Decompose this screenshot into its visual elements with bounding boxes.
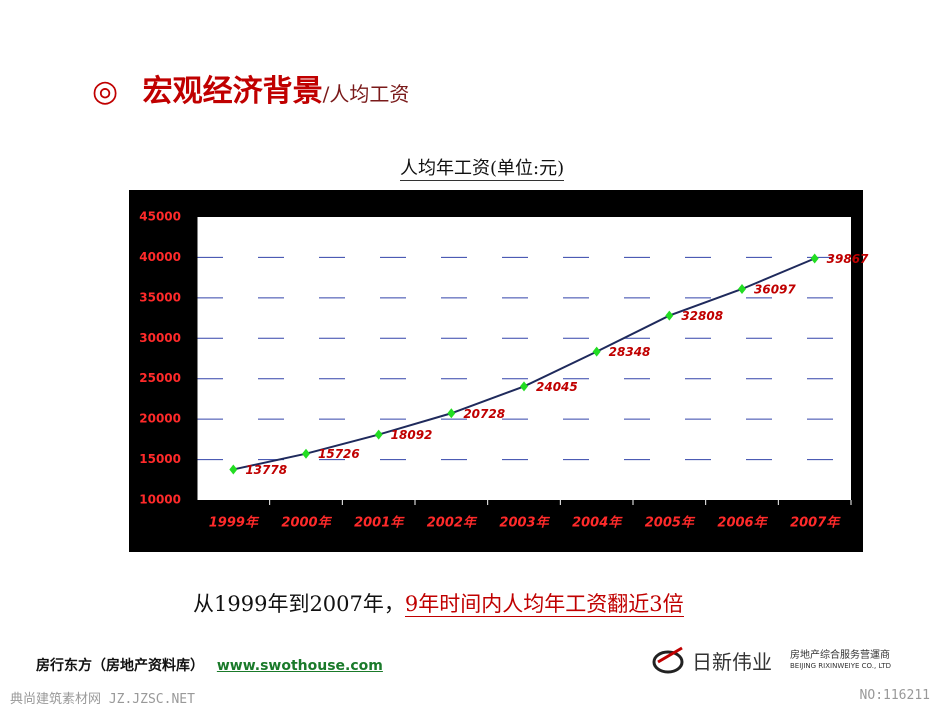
data-label: 15726 [318,447,360,461]
marker [374,429,383,440]
x-tick-label: 2003年 [499,515,550,531]
number: NO:116211 [859,688,930,703]
marker [229,464,238,475]
y-tick-label: 35000 [139,290,181,304]
watermark: 典尚建筑素材网 JZ.JZSC.NET [10,692,195,707]
data-label: 24045 [536,380,578,394]
footer-source: 房行东方（房地产资料库） www.swothouse.com [36,655,383,675]
logo-en: BEIJING RIXINWEIYE CO., LTD [790,662,892,670]
marker [738,283,746,294]
x-tick-label: 2006年 [717,515,768,531]
y-tick-label: 15000 [139,452,181,466]
logo-icon [652,646,684,674]
y-tick-label: 10000 [139,493,181,507]
logo-tagline: 房地产综合服务营運商 [790,650,890,661]
logo: 日新伟业 房地产综合服务营運商 BEIJING RIXINWEIYE CO., … [650,640,900,680]
x-tick-label: 2000年 [281,515,332,531]
header: ◎ 宏观经济背景/人均工资 [92,66,409,110]
y-tick-label: 45000 [139,210,181,224]
data-label: 32808 [681,309,723,323]
marker [592,346,601,357]
marker [520,381,528,392]
y-tick-label: 20000 [139,412,181,426]
url-link[interactable]: www.swothouse.com [216,658,383,674]
marker [302,448,310,459]
data-label: 13778 [245,463,287,477]
x-tick-label: 2002年 [427,515,478,531]
marker [447,408,456,419]
summary: 从1999年到2007年，9年时间内人均年工资翻近3倍 [193,588,684,618]
header-subtitle: /人均工资 [322,82,410,106]
x-tick-label: 2007年 [790,515,841,531]
x-tick-label: 1999年 [209,515,260,531]
chart: 10000 15000 20000 25000 30000 35000 40000 45000… [129,190,869,552]
header-symbol: ◎ [92,74,119,109]
y-tick-label: 30000 [139,331,181,345]
plot-area [197,217,851,500]
logo-name: 日新伟业 [692,650,772,674]
summary-prefix: 从1999年到2007年， [193,592,405,616]
y-tick-label: 25000 [139,371,181,385]
marker [665,310,674,321]
x-tick-label: 2001年 [354,515,405,531]
y-tick-label: 40000 [139,250,181,264]
x-tick-label: 2004年 [572,515,623,531]
data-label: 28348 [609,345,651,359]
x-tick-label: 2005年 [645,515,696,531]
header-title: 宏观经济背景 [142,74,323,109]
data-label: 20728 [463,407,505,421]
marker [810,253,819,264]
data-label: 18092 [391,428,433,442]
data-label: 39867 [827,252,869,266]
summary-highlight: 9年时间内人均年工资翻近3倍 [404,592,684,617]
data-label: 36097 [754,282,796,296]
source: 房行东方（房地产资料库） [36,658,204,674]
chart-title: 人均年工资(单位:元) [400,154,565,181]
